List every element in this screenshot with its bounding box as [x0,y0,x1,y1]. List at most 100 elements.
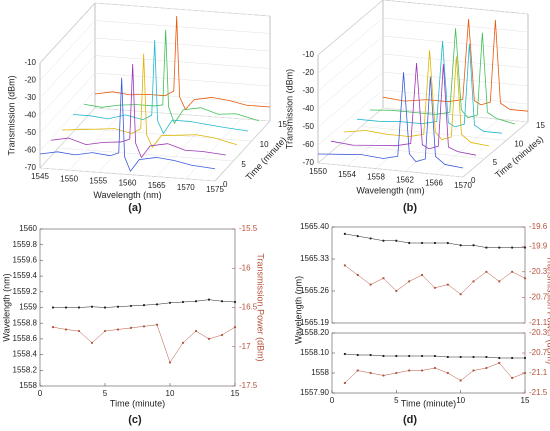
series-point [420,369,424,372]
series-point [194,300,198,303]
series-point [382,239,385,242]
grid-line [317,17,529,74]
series-point [511,356,514,360]
x-tick-label: 1570 [454,181,472,190]
grid-line [339,144,485,159]
time-tick-label: 0 [471,176,476,185]
series-point [408,369,411,372]
series-point [168,301,172,304]
series-point [446,355,449,359]
series-point [369,237,372,240]
x-tick-label: 5 [394,396,399,405]
time-tick-label: 5 [493,158,498,167]
y-tick-label: 1565.26 [300,286,329,295]
series-point [472,244,475,247]
series-point [511,376,514,380]
z-tick-label: -30 [24,93,36,102]
y-tick-label: 1559 [19,303,37,312]
z-tick-label: -70 [24,163,36,172]
grid-line [317,35,529,92]
series-point [343,381,346,385]
series-point [207,337,211,340]
series-point [168,361,172,364]
series-point [77,329,81,333]
time-tick-label: 15 [278,120,287,129]
x-tick-label: 1560 [119,179,137,188]
series-point [64,328,68,331]
y2-tick-label: -20.7 [529,348,548,357]
series-point [472,369,475,372]
grid-line [39,167,216,182]
series-point [420,354,424,358]
panel-caption: (b) [403,202,417,214]
series-point [51,306,55,309]
grid-line [39,20,271,81]
z-tick-label: -40 [24,111,36,120]
y-tick-label: 1558.20 [300,328,329,337]
series-point [343,352,346,356]
x-tick-label: 1566 [425,178,443,187]
series-point [382,374,385,377]
z-tick-label: -70 [302,158,314,167]
x-tick-label: 1565 [148,181,166,190]
grid-line [39,37,271,99]
z-axis-label: Transmission (dBm) [6,75,16,155]
x-tick-label: 15 [231,389,240,398]
series-point [459,293,462,296]
series-point [103,329,107,333]
y-tick-label: 1559.8 [13,240,38,249]
z-tick-label: -60 [24,146,36,155]
series-point [420,241,424,245]
series-point [433,241,437,245]
spectrum-trace [330,63,477,156]
z-tick-label: -10 [302,50,314,59]
series-point [116,305,120,308]
y2-tick-label: -21.5 [529,388,548,397]
series-point [90,341,94,344]
x-tick-label: 0 [38,389,43,398]
z-tick-label: -50 [302,122,314,131]
z-tick-label: -10 [24,58,36,67]
series-point [356,273,359,277]
y-tick-label: 1558.8 [13,318,38,327]
series-point [446,283,449,286]
time-tick-label: 10 [514,139,523,148]
series-point [523,371,527,375]
grid-line [94,107,271,122]
series-point [356,353,359,357]
series-point [194,329,198,333]
series-point [233,300,237,304]
grid-line [462,121,529,178]
series-point [103,306,107,309]
series-line [344,265,526,295]
series-point [485,355,488,359]
y2-tick-label: -21.1 [529,368,548,377]
plot-frame [331,226,526,324]
series-line [344,233,525,248]
z-tick-label: -40 [302,104,314,113]
series-point [343,232,346,235]
z-axis-label: Transmission (dBm) [284,69,294,149]
x-tick-label: 1545 [31,172,49,181]
series-point [395,354,398,358]
x-tick-label: 1550 [60,174,78,183]
series-point [155,303,159,306]
series-point [233,326,237,329]
y2-tick-label: -16.5 [239,303,258,312]
x-tick-label: 1550 [309,167,327,176]
series-point [220,300,224,303]
series-point [446,241,449,245]
z-tick-label: -30 [302,86,314,95]
grid-line [39,2,271,64]
series-point [369,371,372,375]
series-point [511,246,514,249]
y-tick-label: 1559.2 [13,287,38,296]
series-point [498,356,501,360]
y2-tick-label: -19.6 [529,222,548,231]
x-tick-label: 10 [456,396,465,405]
series-point [395,239,398,242]
series-point [395,289,398,293]
grid-line [317,0,529,56]
series-point [356,369,359,372]
series-point [459,355,462,359]
